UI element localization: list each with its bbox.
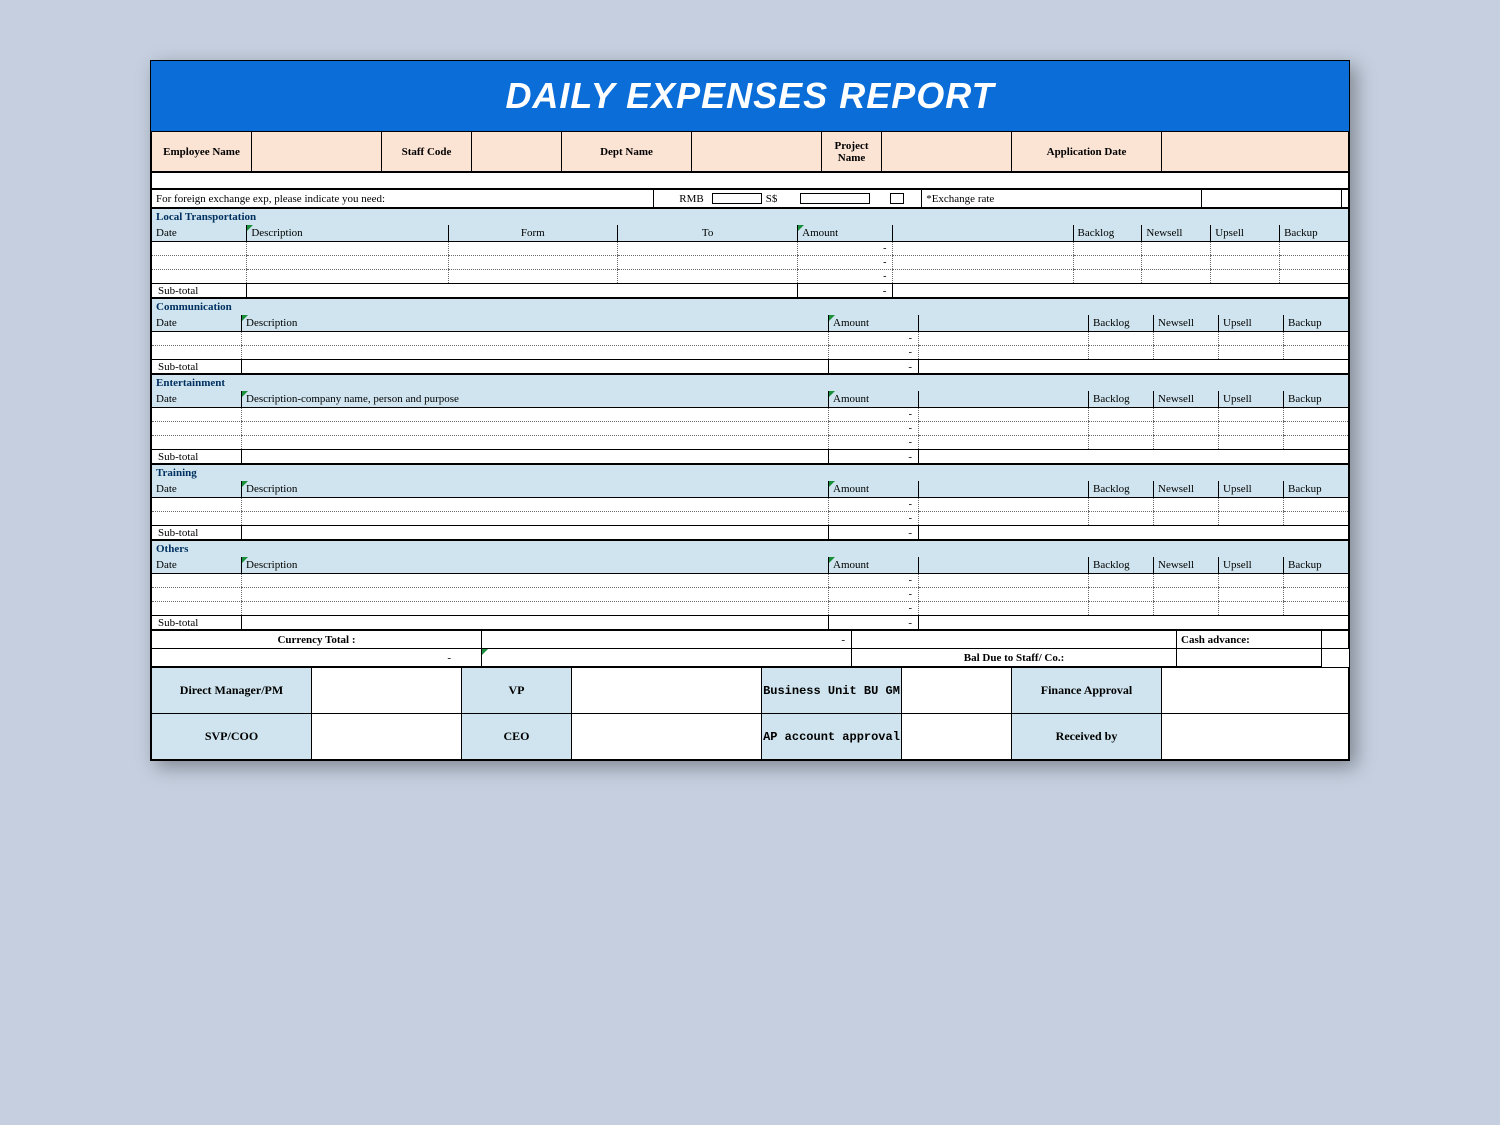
fx-rate-field-1[interactable]: [1202, 190, 1342, 208]
sections-container: Local TransportationDateDescriptionFormT…: [151, 208, 1349, 630]
bal-due-label: Bal Due to Staff/ Co.:: [852, 649, 1177, 667]
project-name-field[interactable]: [882, 132, 1012, 172]
report-title: DAILY EXPENSES REPORT: [151, 61, 1349, 131]
header-row: Employee Name Staff Code Dept Name Proje…: [152, 132, 1349, 172]
application-date-field[interactable]: [1162, 132, 1349, 172]
sign-ceo: CEO: [462, 714, 572, 760]
section-cols-communication: DateDescriptionAmountBacklogNewsellUpsel…: [152, 315, 1349, 332]
employee-name-field[interactable]: [252, 132, 382, 172]
section-cols-local_transportation: DateDescriptionFormToAmountBacklogNewsel…: [152, 225, 1349, 242]
cash-advance-val[interactable]: [1322, 631, 1349, 649]
sign-received-by-field[interactable]: [1162, 714, 1349, 760]
data-row[interactable]: -: [152, 498, 1349, 512]
application-date-label: Application Date: [1012, 132, 1162, 172]
sign-vp: VP: [462, 668, 572, 714]
data-row[interactable]: -: [152, 512, 1349, 526]
sign-finance-field[interactable]: [1162, 668, 1349, 714]
section-title-local_transportation: Local Transportation: [152, 209, 1349, 226]
sign-svp-coo-field[interactable]: [312, 714, 462, 760]
sign-ceo-field[interactable]: [572, 714, 762, 760]
currency-total-val-1: -: [482, 631, 852, 649]
data-row[interactable]: -: [152, 242, 1349, 256]
blank-spacer: [152, 173, 1349, 189]
section-title-communication: Communication: [152, 299, 1349, 316]
section-cols-others: DateDescriptionAmountBacklogNewsellUpsel…: [152, 557, 1349, 574]
fx-rate-label: *Exchange rate: [922, 190, 1202, 208]
data-row[interactable]: -: [152, 256, 1349, 270]
section-title-others: Others: [152, 541, 1349, 558]
sign-vp-field[interactable]: [572, 668, 762, 714]
bal-due-dash: -: [152, 649, 482, 667]
dept-name-label: Dept Name: [562, 132, 692, 172]
currency-total-spacer: [852, 631, 1177, 649]
sign-row-1: Direct Manager/PM VP Business Unit BU GM…: [152, 668, 1349, 714]
bal-due-val[interactable]: [1177, 649, 1322, 667]
bal-due-spacer: [482, 649, 852, 667]
fx-rmb-label: RMB: [654, 190, 704, 208]
sign-bu-gm: Business Unit BU GM: [762, 668, 902, 714]
sign-ap-account-field[interactable]: [902, 714, 1012, 760]
data-row[interactable]: -: [152, 346, 1349, 360]
sign-ap-account: AP account approval: [762, 714, 902, 760]
dept-name-field[interactable]: [692, 132, 822, 172]
sign-finance: Finance Approval: [1012, 668, 1162, 714]
section-cols-entertainment: DateDescription-company name, person and…: [152, 391, 1349, 408]
sign-direct-manager-field[interactable]: [312, 668, 462, 714]
employee-name-label: Employee Name: [152, 132, 252, 172]
data-row[interactable]: -: [152, 602, 1349, 616]
expense-report-sheet: DAILY EXPENSES REPORT Employee Name Staf…: [150, 60, 1350, 761]
data-row[interactable]: -: [152, 436, 1349, 450]
project-name-label: Project Name: [822, 132, 882, 172]
sign-bu-gm-field[interactable]: [902, 668, 1012, 714]
data-row[interactable]: -: [152, 408, 1349, 422]
staff-code-label: Staff Code: [382, 132, 472, 172]
subtotal-row: Sub-total-: [152, 526, 1349, 540]
currency-total-row: Currency Total : - Cash advance:: [152, 631, 1349, 649]
staff-code-field[interactable]: [472, 132, 562, 172]
data-row[interactable]: -: [152, 574, 1349, 588]
section-title-entertainment: Entertainment: [152, 375, 1349, 392]
data-row[interactable]: -: [152, 270, 1349, 284]
cash-advance-label: Cash advance:: [1177, 631, 1322, 649]
sign-row-2: SVP/COO CEO AP account approval Received…: [152, 714, 1349, 760]
data-row[interactable]: -: [152, 422, 1349, 436]
sign-direct-manager: Direct Manager/PM: [152, 668, 312, 714]
sign-received-by: Received by: [1012, 714, 1162, 760]
currency-total-label: Currency Total :: [152, 631, 482, 649]
fx-checkbox[interactable]: [882, 190, 922, 208]
fx-rmb-box[interactable]: [704, 190, 762, 208]
bal-due-row: - Bal Due to Staff/ Co.:: [152, 649, 1349, 667]
section-title-training: Training: [152, 465, 1349, 482]
fx-rate-field-2[interactable]: [1342, 190, 1349, 208]
subtotal-row: Sub-total-: [152, 360, 1349, 374]
sign-svp-coo: SVP/COO: [152, 714, 312, 760]
subtotal-row: Sub-total-: [152, 450, 1349, 464]
fx-ss-label: S$: [762, 190, 792, 208]
fx-ss-box[interactable]: [792, 190, 882, 208]
section-cols-training: DateDescriptionAmountBacklogNewsellUpsel…: [152, 481, 1349, 498]
fx-text: For foreign exchange exp, please indicat…: [152, 190, 654, 208]
fx-row: For foreign exchange exp, please indicat…: [152, 190, 1349, 208]
data-row[interactable]: -: [152, 332, 1349, 346]
data-row[interactable]: -: [152, 588, 1349, 602]
subtotal-row: Sub-total-: [152, 284, 1349, 298]
subtotal-row: Sub-total-: [152, 616, 1349, 630]
